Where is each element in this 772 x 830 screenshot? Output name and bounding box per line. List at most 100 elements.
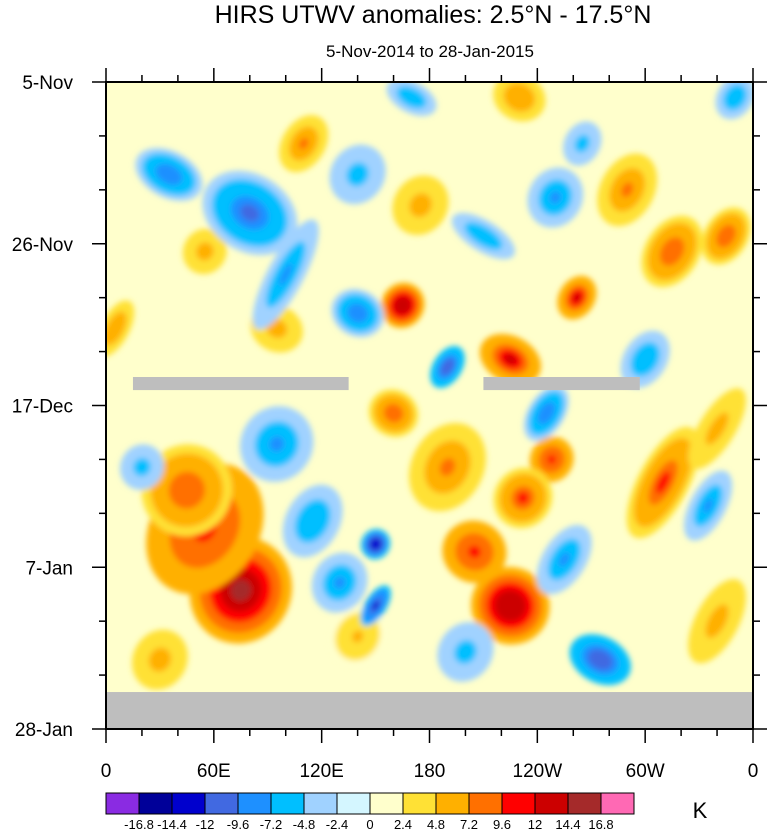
anomaly-contour	[162, 169, 176, 180]
anomaly-contour	[541, 407, 551, 419]
colorbar-label: 2.4	[394, 817, 412, 830]
y-tick-label: 28-Jan	[15, 720, 73, 741]
anomaly-contour	[477, 231, 490, 241]
anomaly-contour	[240, 204, 260, 222]
anomaly-contour	[351, 630, 364, 643]
y-axis: 5-Nov 26-Nov 17-Dec 7-Jan 28-Jan	[12, 73, 767, 741]
anomaly-feature	[386, 82, 437, 116]
colorbar-unit: K	[693, 798, 708, 823]
x-tick-label: 0	[101, 761, 112, 782]
anomaly-feature	[106, 300, 135, 357]
colorbar-label: 0	[366, 817, 373, 830]
colorbar-swatch	[567, 792, 602, 815]
anomaly-contour	[721, 230, 731, 242]
anomaly-contour	[517, 491, 529, 504]
x-tick-label: 180	[414, 761, 446, 782]
anomaly-feature	[684, 470, 733, 541]
anomaly-feature	[597, 153, 658, 227]
colorbar-swatch	[105, 792, 140, 815]
anomaly-contour	[468, 545, 481, 559]
colorbar-swatch	[171, 792, 206, 815]
anomaly-contour	[351, 168, 364, 181]
colorbar-swatch	[402, 792, 437, 815]
anomaly-feature	[557, 275, 597, 320]
anomaly-contour	[269, 436, 285, 452]
anomaly-feature	[282, 484, 343, 558]
colorbar-label: 7.2	[460, 817, 478, 830]
anomaly-contour	[547, 454, 557, 464]
anomaly-contour	[502, 598, 519, 614]
anomaly-contour	[594, 654, 607, 665]
colorbar-label: -2.4	[326, 817, 348, 830]
anomaly-contour	[665, 244, 679, 259]
colorbar-label: 12	[528, 817, 542, 830]
anomaly-feature	[620, 330, 670, 388]
anomaly-feature	[135, 147, 203, 201]
anomaly-contour	[504, 354, 517, 365]
anomaly-field	[106, 82, 753, 690]
anomaly-feature	[430, 345, 465, 389]
anomaly-contour	[372, 601, 380, 610]
colorbar-label: 14.4	[555, 817, 580, 830]
anomaly-feature	[252, 219, 319, 330]
x-tick-label: 60W	[626, 761, 665, 782]
anomaly-contour	[514, 92, 525, 103]
x-tick-label: 120W	[513, 761, 563, 782]
anomaly-contour	[703, 498, 713, 513]
anomaly-contour	[298, 137, 309, 150]
anomaly-contour	[200, 246, 210, 256]
colorbar-swatch	[204, 792, 239, 815]
missing-data-band	[483, 377, 640, 391]
anomaly-feature	[437, 622, 494, 682]
anomaly-contour	[271, 323, 282, 334]
anomaly-feature	[536, 524, 592, 595]
colorbar-label: 16.8	[588, 817, 613, 830]
anomaly-feature	[409, 422, 486, 512]
anomaly-contour	[655, 471, 671, 494]
anomaly-feature	[688, 579, 746, 664]
anomaly-feature	[360, 528, 391, 560]
colorbar-swatch	[336, 792, 371, 815]
anomaly-feature	[202, 170, 298, 256]
y-tick-label: 7-Jan	[25, 558, 73, 579]
anomaly-contour	[279, 263, 293, 286]
anomaly-feature	[563, 121, 602, 166]
colorbar-swatch	[468, 792, 503, 815]
anomaly-feature	[688, 388, 746, 469]
anomaly-contour	[372, 541, 379, 548]
anomaly-contour	[154, 653, 166, 666]
anomaly-contour	[711, 612, 723, 630]
anomaly-contour	[398, 300, 407, 310]
colorbar-swatch	[270, 792, 305, 815]
anomaly-contour	[352, 308, 363, 318]
colorbar-swatch	[369, 792, 404, 815]
anomaly-feature	[527, 167, 584, 228]
anomaly-feature	[641, 215, 703, 288]
x-tick-label: 60E	[197, 761, 231, 782]
colorbar-label: -4.8	[293, 817, 315, 830]
colorbar-swatch	[237, 792, 272, 815]
anomaly-contour	[572, 293, 581, 303]
anomaly-contour	[306, 513, 319, 529]
missing-data-band	[106, 692, 753, 729]
anomaly-feature	[368, 389, 419, 437]
anomaly-contour	[731, 93, 739, 102]
anomaly-feature	[329, 144, 386, 205]
anomaly-feature	[442, 520, 507, 584]
colorbar-label: 9.6	[493, 817, 511, 830]
anomaly-feature	[493, 82, 546, 122]
anomaly-feature	[380, 282, 425, 329]
anomaly-contour	[406, 93, 417, 102]
anomaly-feature	[360, 585, 391, 627]
anomaly-contour	[640, 353, 651, 365]
anomaly-contour	[459, 646, 472, 658]
colorbar-swatch	[600, 792, 635, 815]
anomaly-contour	[111, 322, 119, 335]
missing-data-layer	[106, 377, 753, 729]
missing-data-band	[132, 377, 349, 391]
anomaly-feature	[132, 629, 188, 690]
colorbar-swatch	[138, 792, 173, 815]
anomaly-feature	[451, 212, 515, 260]
colorbar-label: -16.8	[124, 817, 154, 830]
x-tick-label: 120E	[299, 761, 343, 782]
